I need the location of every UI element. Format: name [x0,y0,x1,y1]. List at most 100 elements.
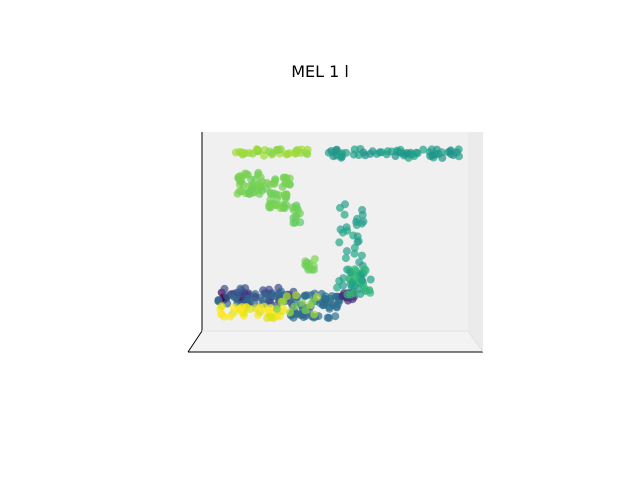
points-layer [214,145,463,323]
data-point [252,145,261,154]
data-point [352,217,361,226]
data-point [358,276,366,285]
chart-title: MEL 1 l [291,62,349,81]
data-point [236,284,245,293]
data-point [223,292,231,300]
data-point [247,175,256,184]
data-point [361,286,370,294]
data-point [217,310,226,319]
data-point [220,284,229,293]
data-point [255,180,264,189]
data-point [256,303,265,312]
data-point [325,304,334,313]
data-point [268,149,277,158]
data-point [235,173,243,182]
data-point [310,265,318,274]
data-point [413,149,422,158]
data-point [321,292,330,301]
data-point [377,148,386,157]
data-point [339,274,348,283]
data-point [310,255,319,264]
data-point [226,312,235,321]
data-point [304,265,313,274]
data-point [303,145,312,154]
data-point [297,145,306,154]
data-point [237,187,246,195]
data-point [329,152,338,161]
data-point [446,150,455,159]
data-point [247,184,256,193]
floor-pane [188,331,483,352]
pane-edge [467,330,484,353]
data-point [301,311,310,320]
data-point [238,303,246,312]
data-point [361,266,370,275]
data-point [282,200,291,209]
data-point [350,249,359,258]
data-point [318,301,327,310]
data-point [256,173,265,182]
data-point [335,238,344,247]
data-point [265,201,274,210]
data-point [271,175,280,184]
data-point [366,275,375,284]
data-point [300,291,309,300]
data-point [338,228,347,237]
data-point [238,148,246,157]
data-point [348,278,357,287]
data-point [269,189,278,198]
data-point [349,150,358,159]
data-point [342,247,351,256]
data-point [229,303,238,312]
data-point [350,265,359,274]
data-point [296,218,305,227]
data-point [396,145,405,154]
data-point [265,180,274,189]
data-point [266,296,275,305]
data-point [339,281,348,290]
data-point [285,174,294,183]
data-point [277,297,286,306]
data-point [280,190,289,199]
data-point [245,149,254,157]
data-point [331,312,340,321]
data-point [337,150,346,159]
data-point [290,302,299,311]
data-point [260,151,268,160]
data-point [289,218,298,227]
data-point [428,151,437,160]
data-point [217,302,226,311]
data-point [343,290,352,299]
data-point [350,288,359,297]
data-point [292,291,301,300]
data-point [333,283,342,292]
data-point [251,293,260,302]
data-point [291,212,300,221]
data-point [283,149,292,158]
data-point [325,313,334,322]
data-point [274,145,283,154]
data-point [358,211,367,219]
data-point [341,254,350,263]
data-point [353,232,362,241]
data-point [298,299,307,307]
data-point [272,304,281,313]
data-point [332,302,341,311]
right-pane [468,132,483,352]
data-point [273,291,282,299]
data-point [301,306,310,315]
y-axis-line [187,330,203,353]
data-point [355,258,364,267]
data-point [366,149,375,158]
data-point [437,148,446,157]
data-point [279,304,288,313]
data-point [336,203,344,212]
data-point [263,314,272,323]
data-point [353,238,362,247]
data-point [259,296,267,305]
data-point [265,285,273,294]
data-point [308,297,317,306]
data-point [391,152,400,160]
data-point [310,310,319,319]
